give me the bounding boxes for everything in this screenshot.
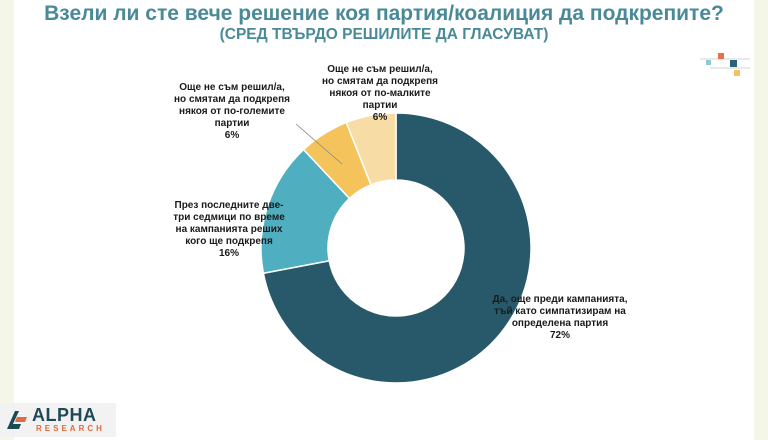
label-bigger-line-1: Още не съм решил/а,: [179, 82, 285, 93]
label-yes-line-2: тъй като симпатизирам на: [494, 306, 626, 317]
label-bigger-pct: 6%: [224, 130, 240, 141]
label-recent-weeks: През последните две- три седмици по врем…: [164, 200, 294, 260]
label-smaller-line-2: но смятам да подкрепя: [322, 76, 438, 87]
leader-line-bigger-parties: [295, 123, 343, 165]
label-bigger-line-4: партии: [214, 118, 250, 129]
label-recent-line-3: на кампанията реших: [175, 224, 283, 235]
alpha-research-logo: ALPHA RESEARCH: [0, 403, 116, 437]
left-border-band: [0, 0, 14, 440]
label-yes-line-3: определена партия: [511, 318, 609, 329]
label-recent-line-2: три седмици по време: [173, 212, 285, 223]
label-recent-line-1: През последните две-: [174, 200, 284, 211]
label-smaller-line-4: партии: [362, 100, 398, 111]
label-yes-pct: 72%: [549, 330, 570, 341]
label-recent-pct: 16%: [218, 248, 239, 259]
deco-square-teal-light: [706, 60, 711, 65]
label-bigger-line-3: някоя от по-големите: [179, 106, 285, 117]
label-recent-line-4: кого ще подкрепя: [185, 236, 273, 247]
logo-mark-icon: [7, 411, 27, 429]
label-smaller-line-3: някоя от по-малките: [329, 88, 431, 99]
label-smaller-parties: Още не съм решил/а, но смятам да подкреп…: [320, 64, 440, 124]
logo-sub: RESEARCH: [36, 424, 105, 433]
decorative-squares: [700, 53, 750, 76]
label-yes-line-1: Да, още преди кампанията,: [492, 294, 628, 305]
deco-square-yellow: [734, 70, 740, 76]
right-border-band: [754, 0, 768, 440]
logo-name: ALPHA: [32, 405, 97, 425]
chart-subtitle: (СРЕД ТВЪРДО РЕШИЛИТЕ ДА ГЛАСУВАТ): [219, 26, 549, 43]
deco-square-teal-dark: [730, 60, 737, 67]
label-bigger-parties: Още не съм решил/а, но смятам да подкреп…: [172, 82, 292, 142]
label-smaller-line-1: Още не съм решил/а,: [327, 64, 433, 75]
deco-square-orange: [718, 53, 724, 59]
slice-smaller-parties: [345, 112, 397, 186]
slice-yes-before-campaign: [262, 112, 532, 384]
label-bigger-line-2: но смятам да подкрепя: [174, 94, 290, 105]
slice-recent-weeks: [260, 148, 351, 275]
label-smaller-pct: 6%: [372, 112, 388, 123]
chart-title: Взели ли сте вече решение коя партия/коа…: [44, 2, 724, 25]
label-yes-before-campaign: Да, още преди кампанията, тъй като симпа…: [490, 294, 630, 342]
